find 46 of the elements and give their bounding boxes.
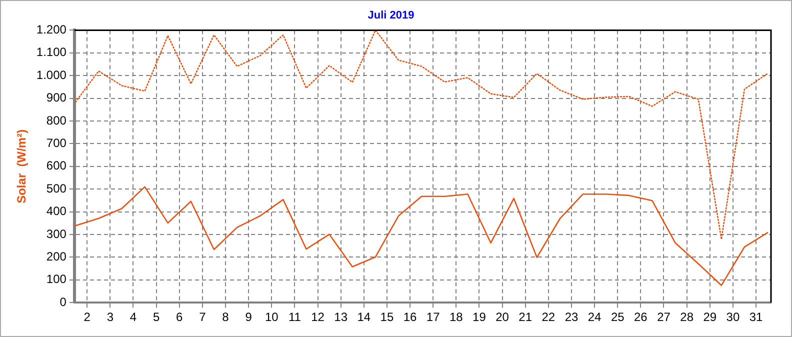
y-tick-label: 900 — [46, 90, 67, 105]
x-tick-label: 29 — [703, 310, 717, 324]
x-tick-label: 28 — [680, 310, 694, 324]
x-tick-label: 16 — [403, 310, 418, 324]
x-tick-label: 15 — [380, 310, 394, 324]
x-tick-label: 21 — [518, 310, 532, 324]
x-tick-label: 25 — [610, 310, 625, 324]
y-tick-label: 300 — [46, 226, 67, 241]
x-tick-label: 6 — [176, 310, 184, 324]
y-tick-label: 1.000 — [36, 68, 67, 82]
x-tick-label: 11 — [288, 310, 302, 324]
y-tick-label: 700 — [46, 136, 67, 150]
y-tick-label: 100 — [46, 272, 67, 286]
x-tick-label: 20 — [496, 310, 510, 324]
y-tick-label: 1.100 — [36, 45, 67, 60]
line-series — [74, 30, 768, 240]
x-tick-label: 26 — [634, 310, 648, 324]
x-tick-label: 31 — [749, 310, 763, 324]
x-tick-label: 8 — [222, 310, 230, 324]
chart-title: Juli 2019 — [368, 10, 414, 22]
y-tick-label: 800 — [46, 113, 67, 128]
y-tick-label: 500 — [46, 181, 67, 196]
x-tick-label: 17 — [426, 310, 440, 324]
x-tick-label: 12 — [311, 310, 325, 324]
x-tick-label: 18 — [449, 310, 464, 324]
y-tick-label: 200 — [46, 250, 67, 264]
y-axis-title: Solar (W/m²) — [14, 129, 29, 204]
x-tick-label: 2 — [84, 310, 91, 324]
x-tick-label: 14 — [357, 310, 371, 324]
x-tick-label: 3 — [106, 310, 114, 324]
x-tick-label: 30 — [726, 310, 740, 324]
x-tick-label: 24 — [588, 310, 602, 324]
x-tick-label: 23 — [564, 310, 578, 324]
y-tick-label: 1.200 — [36, 22, 67, 37]
x-tick-label: 7 — [199, 310, 206, 324]
y-tick-label: 400 — [46, 204, 67, 218]
x-tick-label: 4 — [130, 310, 137, 324]
x-tick-label: 22 — [542, 310, 556, 324]
x-tick-label: 13 — [334, 310, 348, 324]
y-tick-label: 0 — [60, 294, 67, 309]
x-tick-label: 5 — [152, 310, 160, 324]
x-tick-label: 9 — [245, 310, 252, 324]
x-tick-label: 27 — [657, 310, 671, 324]
x-tick-label: 19 — [472, 310, 486, 324]
y-tick-label: 600 — [46, 158, 67, 173]
x-tick-label: 10 — [264, 310, 279, 324]
